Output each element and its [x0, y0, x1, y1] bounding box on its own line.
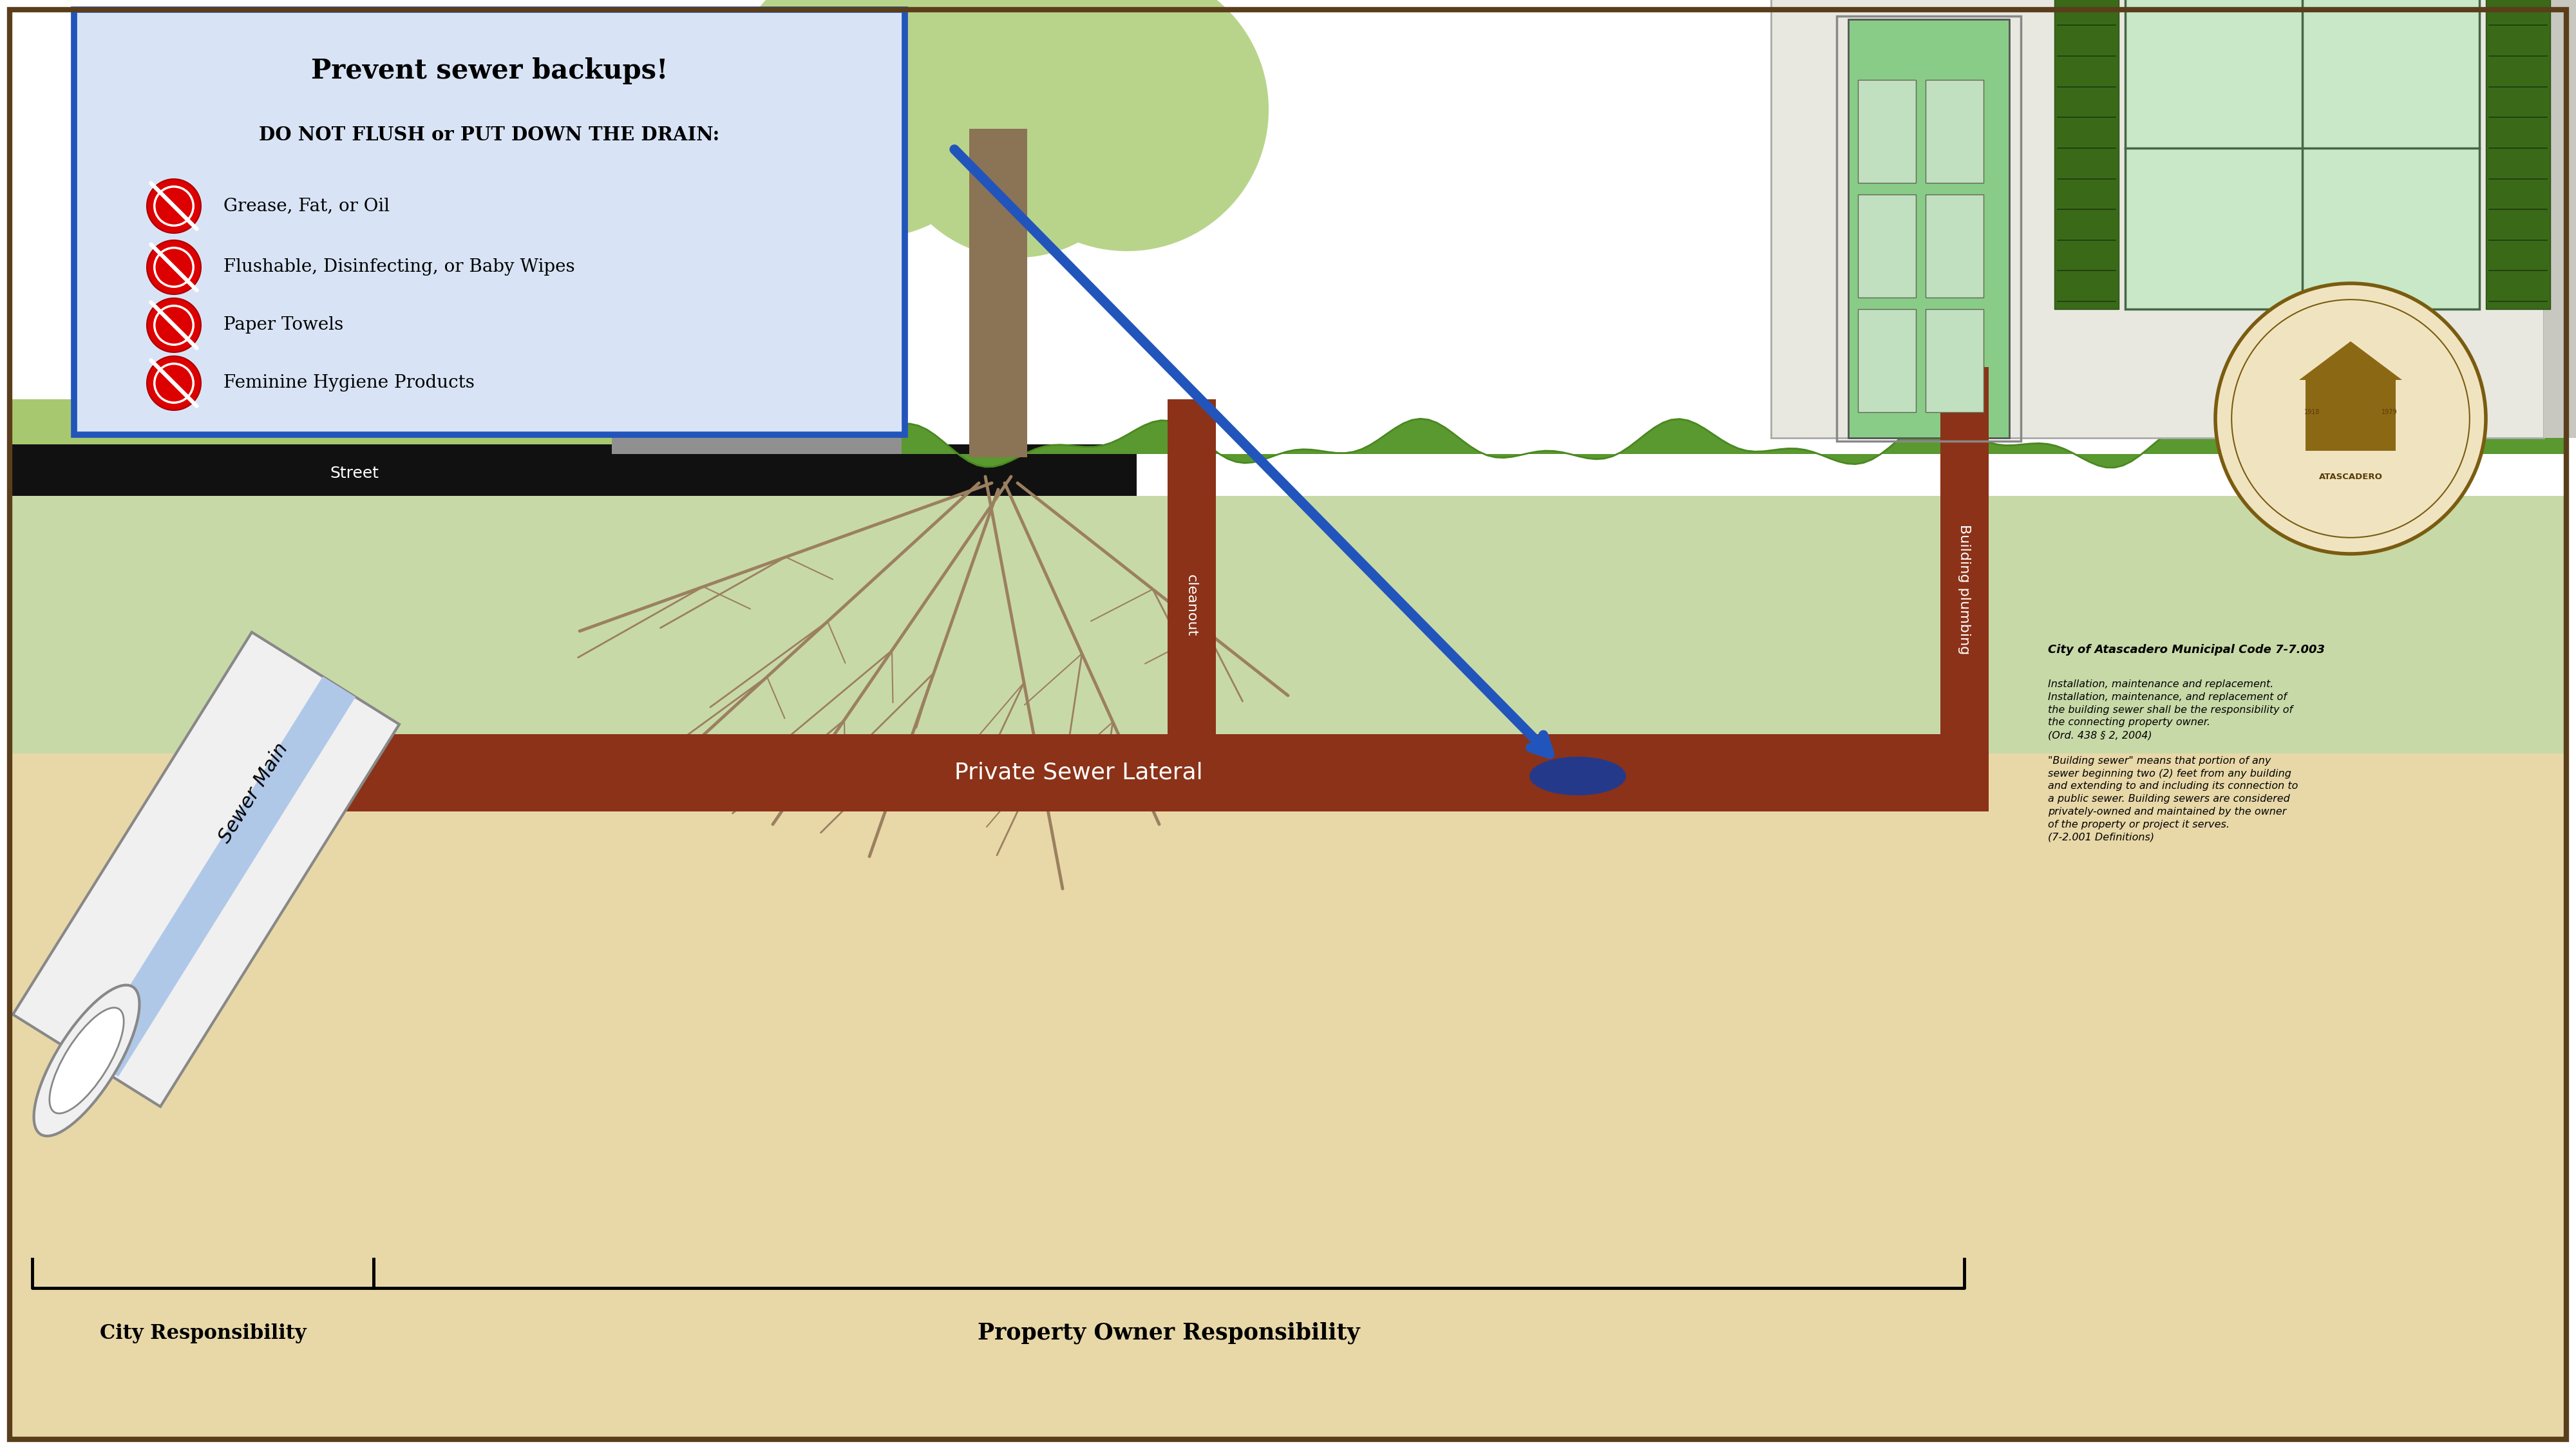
Circle shape — [999, 0, 1218, 129]
Circle shape — [786, 0, 992, 103]
Bar — [2486, 0, 2550, 309]
Bar — [1850, 19, 2009, 438]
Text: Flushable, Disinfecting, or Baby Wipes: Flushable, Disinfecting, or Baby Wipes — [224, 258, 574, 275]
Ellipse shape — [49, 1007, 124, 1113]
Text: Prevent sewer backups!: Prevent sewer backups! — [312, 58, 667, 84]
Circle shape — [984, 0, 1267, 251]
Bar — [2545, 0, 2576, 438]
Text: City of Atascadero Municipal Code 7-7.003: City of Atascadero Municipal Code 7-7.00… — [2048, 643, 2324, 655]
Circle shape — [819, 0, 1180, 226]
Text: Feminine Hygiene Products: Feminine Hygiene Products — [224, 374, 474, 391]
Text: Paper Towels: Paper Towels — [224, 316, 343, 333]
Bar — [2056, 0, 2117, 309]
Bar — [1927, 194, 1984, 297]
FancyBboxPatch shape — [75, 10, 904, 435]
Bar — [2306, 380, 2396, 451]
Bar — [1857, 309, 1917, 412]
Bar — [1772, 0, 2545, 438]
Circle shape — [155, 187, 193, 226]
Text: City Responsibility: City Responsibility — [100, 1323, 307, 1343]
Bar — [1167, 400, 1216, 811]
Text: cleanout: cleanout — [1185, 574, 1198, 636]
Polygon shape — [2300, 342, 2401, 380]
Bar — [1940, 367, 1989, 811]
Bar — [10, 400, 613, 445]
Bar — [613, 425, 902, 454]
Circle shape — [147, 180, 201, 233]
Polygon shape — [13, 632, 399, 1107]
Ellipse shape — [33, 985, 139, 1136]
Bar — [969, 129, 1028, 458]
Text: Installation, maintenance and replacement.
Installation, maintenance, and replac: Installation, maintenance and replacemen… — [2048, 680, 2298, 842]
Text: 1979: 1979 — [2380, 409, 2398, 416]
Bar — [2125, 0, 2478, 309]
Bar — [1857, 80, 1917, 183]
Text: Property Owner Responsibility: Property Owner Responsibility — [979, 1321, 1360, 1345]
Circle shape — [729, 0, 1010, 238]
Text: DO NOT FLUSH or PUT DOWN THE DRAIN:: DO NOT FLUSH or PUT DOWN THE DRAIN: — [260, 126, 719, 145]
Bar — [10, 445, 1136, 496]
Bar — [1857, 194, 1917, 297]
Bar — [193, 735, 1965, 811]
Ellipse shape — [1530, 756, 1625, 796]
Circle shape — [2215, 284, 2486, 554]
Text: Building plumbing: Building plumbing — [1958, 525, 1971, 655]
Bar — [1837, 16, 2020, 440]
Circle shape — [850, 0, 1108, 110]
Bar — [1927, 309, 1984, 412]
Circle shape — [147, 298, 201, 352]
Polygon shape — [902, 419, 2566, 469]
Text: Street: Street — [330, 465, 379, 481]
Text: Sewer Main: Sewer Main — [216, 739, 291, 846]
Circle shape — [155, 306, 193, 345]
Circle shape — [155, 248, 193, 287]
Bar — [10, 0, 2566, 496]
Circle shape — [889, 0, 1146, 258]
Bar — [1927, 80, 1984, 183]
Text: Grease, Fat, or Oil: Grease, Fat, or Oil — [224, 197, 389, 214]
Bar — [10, 496, 2566, 753]
Bar — [10, 753, 2566, 1439]
Text: ATASCADERO: ATASCADERO — [2318, 472, 2383, 481]
Text: 1918: 1918 — [2303, 409, 2321, 416]
Circle shape — [147, 356, 201, 410]
Circle shape — [147, 241, 201, 294]
Circle shape — [155, 364, 193, 403]
Text: Sidewalk: Sidewalk — [721, 391, 793, 407]
Polygon shape — [85, 677, 355, 1077]
Text: Private Sewer Lateral: Private Sewer Lateral — [956, 762, 1203, 784]
